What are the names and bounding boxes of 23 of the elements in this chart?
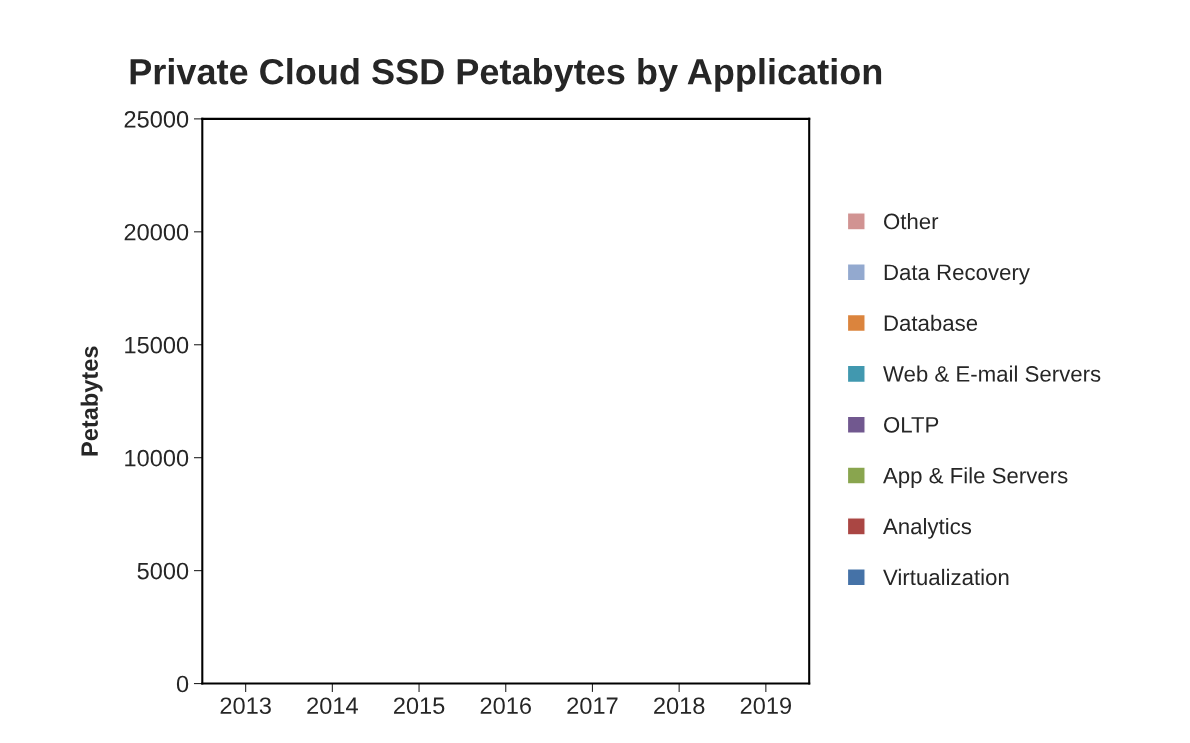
y-tick-label: 5000 — [137, 562, 189, 580]
legend-label: App & File Servers — [883, 467, 1068, 488]
x-tick-label: 2017 — [567, 697, 618, 715]
x-tick-label: 2013 — [220, 697, 271, 715]
y-axis-title: Petabytes — [80, 346, 103, 456]
legend-label: OLTP — [884, 416, 939, 433]
x-tick-label: 2015 — [393, 697, 445, 715]
legend-label: Virtualization — [883, 568, 1009, 586]
chart-title: Private Cloud SSD Petabytes by Application — [130, 57, 882, 92]
legend-label: Web & E-mail Servers — [883, 365, 1101, 382]
y-tick-label: 25000 — [124, 110, 189, 128]
x-tick-label: 2018 — [654, 697, 705, 715]
x-tick-label: 2019 — [740, 697, 791, 715]
x-tick-label: 2014 — [307, 697, 358, 715]
x-tick-label: 2016 — [480, 697, 531, 715]
legend-label: Other — [884, 213, 939, 230]
legend-label: Database — [884, 314, 978, 331]
y-tick-label: 20000 — [124, 223, 189, 241]
y-tick-label: 0 — [176, 675, 189, 693]
legend-label: Data Recovery — [884, 264, 1030, 285]
y-tick-label: 10000 — [125, 449, 189, 467]
legend-label: Analytics — [883, 518, 972, 539]
y-tick-label: 15000 — [125, 336, 189, 354]
